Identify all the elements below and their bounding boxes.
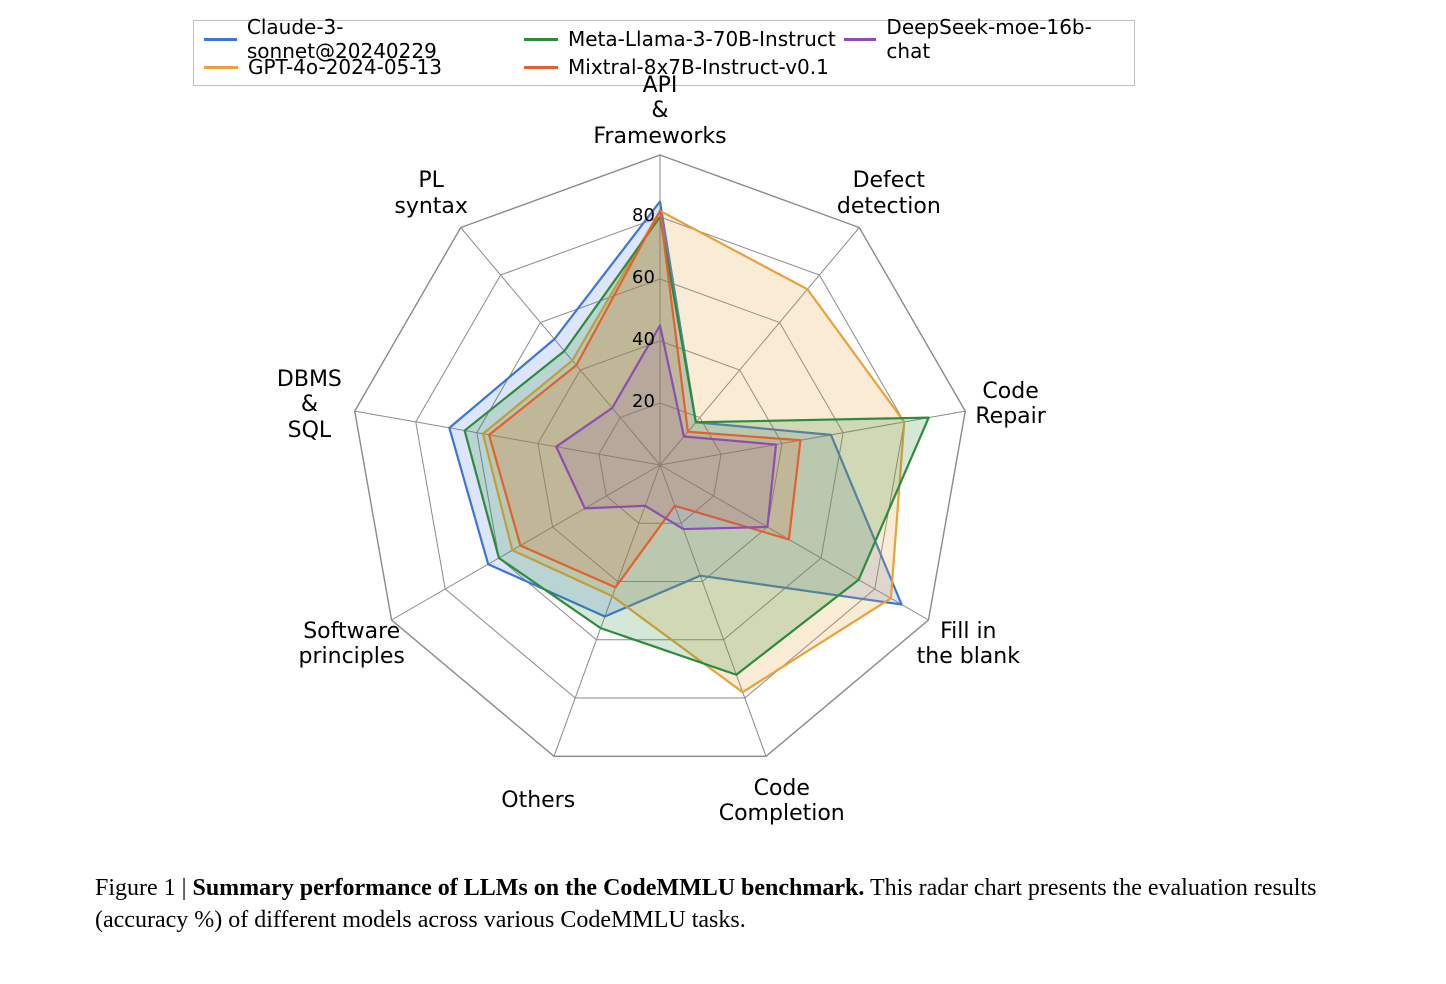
axis-label: PL syntax (361, 168, 501, 219)
radar-chart: 20 40 60 80 API & Frameworks Defect detection… (0, 0, 1446, 900)
radial-tick-label: 60 (632, 267, 655, 288)
figure-caption: Figure 1 | Summary performance of LLMs o… (95, 872, 1351, 937)
axis-label: Code Completion (712, 776, 852, 827)
radial-tick-label: 80 (632, 205, 655, 226)
axis-label: DBMS & SQL (239, 367, 379, 443)
axis-label: Code Repair (941, 379, 1081, 430)
radial-tick-label: 20 (632, 391, 655, 412)
axis-label: Fill in the blank (898, 619, 1038, 670)
axis-label: API & Frameworks (590, 73, 730, 149)
figure-container: Claude-3-sonnet@20240229 Meta-Llama-3-70… (0, 0, 1446, 984)
axis-label: Others (468, 788, 608, 813)
axis-label: Defect detection (819, 168, 959, 219)
caption-figure-no: Figure 1 | (95, 875, 192, 901)
axis-label: Software principles (282, 619, 422, 670)
radial-tick-label: 40 (632, 329, 655, 350)
caption-bold: Summary performance of LLMs on the CodeM… (192, 875, 864, 901)
